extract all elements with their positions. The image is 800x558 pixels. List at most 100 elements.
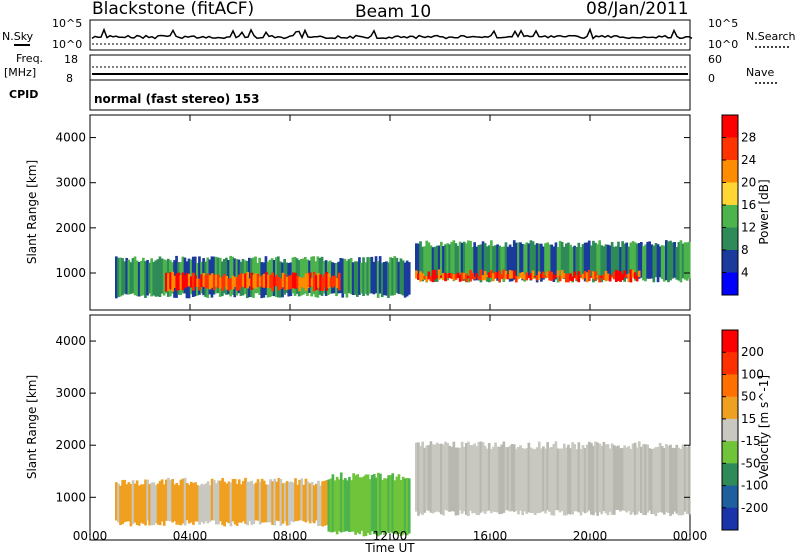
data-cell-velocity-0 — [254, 482, 258, 521]
nave-label: Nave — [746, 66, 774, 79]
colorbar-tick-label: 8 — [741, 243, 749, 257]
data-cell-velocity-1 — [368, 479, 372, 535]
data-cell-power-3 — [425, 276, 429, 282]
colorbar-segment — [722, 227, 738, 251]
data-cell-power-3 — [629, 269, 633, 283]
data-cell-velocity-0 — [310, 482, 314, 523]
data-cell-power-2 — [633, 242, 637, 281]
data-cell-power-0 — [119, 257, 122, 297]
data-cell-velocity-2 — [546, 442, 549, 511]
data-cell-velocity-0 — [140, 484, 143, 523]
data-cell-velocity-1 — [339, 472, 343, 533]
data-cell-velocity-0 — [171, 479, 174, 523]
data-cell-velocity-2 — [683, 444, 687, 512]
data-cell-power-3 — [590, 276, 593, 278]
data-cell-power-2 — [627, 246, 631, 282]
data-cell-velocity-0 — [154, 485, 158, 523]
data-cell-velocity-0 — [215, 483, 218, 525]
data-cell-velocity-2 — [506, 447, 510, 511]
nsky-tick-bottom: 10^0 — [52, 38, 82, 51]
colorbar-tick-label: -200 — [741, 501, 768, 515]
data-cell-velocity-0 — [262, 480, 266, 523]
data-cell-power-3 — [608, 274, 612, 282]
data-cell-velocity-2 — [475, 446, 479, 515]
data-cell-power-2 — [550, 244, 554, 281]
data-cell-power-2 — [623, 243, 626, 282]
data-cell-power-3 — [556, 270, 560, 278]
colorbar-tick-label: 12 — [741, 221, 756, 235]
data-cell-velocity-1 — [397, 474, 401, 534]
data-cell-power-1 — [279, 278, 283, 290]
data-cell-power-0 — [397, 261, 401, 294]
data-cell-velocity-2 — [627, 446, 631, 511]
data-cell-velocity-1 — [358, 477, 362, 535]
data-cell-power-1 — [277, 277, 281, 291]
data-cell-velocity-2 — [437, 443, 441, 513]
freq-label: Freq. — [16, 52, 43, 65]
data-cell-power-0 — [362, 257, 365, 296]
data-cell-power-0 — [154, 260, 158, 297]
data-cell-velocity-2 — [519, 445, 522, 511]
data-cell-velocity-2 — [583, 448, 587, 514]
data-cell-power-0 — [393, 256, 397, 295]
data-cell-power-0 — [329, 260, 332, 294]
data-cell-velocity-0 — [246, 481, 249, 526]
data-cell-velocity-2 — [623, 445, 626, 511]
data-cell-power-1 — [329, 277, 333, 287]
data-cell-power-2 — [560, 241, 564, 278]
time-axis-title: Time UT — [364, 541, 415, 554]
data-cell-power-2 — [502, 246, 506, 282]
data-cell-velocity-2 — [600, 445, 604, 515]
data-cell-power-3 — [421, 273, 424, 280]
data-cell-power-1 — [179, 275, 183, 290]
data-cell-power-0 — [356, 261, 359, 297]
data-cell-power-3 — [631, 269, 635, 278]
data-cell-velocity-2 — [604, 444, 608, 514]
data-cell-velocity-2 — [425, 445, 429, 511]
freq-unit: [MHz] — [4, 66, 36, 79]
data-cell-power-2 — [465, 243, 468, 283]
data-cell-velocity-0 — [250, 480, 254, 525]
data-cell-power-2 — [475, 246, 479, 281]
data-cell-power-3 — [456, 272, 460, 279]
data-cell-power-1 — [269, 274, 272, 289]
data-cell-power-3 — [498, 270, 501, 283]
data-cell-power-0 — [146, 260, 149, 296]
data-cell-velocity-2 — [442, 444, 445, 516]
data-cell-power-2 — [452, 240, 456, 282]
data-cell-velocity-0 — [212, 480, 216, 521]
data-cell-velocity-2 — [494, 442, 497, 513]
data-cell-power-3 — [533, 275, 537, 278]
data-cell-velocity-0 — [125, 484, 129, 522]
colorbar-tick-label: 20 — [741, 176, 756, 190]
data-cell-power-3 — [521, 272, 524, 280]
data-cell-power-3 — [515, 275, 518, 283]
velocity-xticks — [89, 315, 691, 540]
data-cell-velocity-1 — [362, 476, 366, 537]
data-cell-velocity-0 — [240, 484, 243, 523]
data-cell-velocity-0 — [321, 481, 324, 527]
data-cell-velocity-0 — [183, 477, 187, 526]
data-cell-velocity-2 — [669, 444, 672, 516]
data-cell-power-2 — [483, 243, 487, 280]
data-cell-velocity-0 — [208, 485, 212, 522]
ytick-label: 1000 — [55, 266, 86, 280]
data-cell-power-2 — [496, 244, 499, 281]
data-cell-power-0 — [129, 262, 133, 294]
data-cell-velocity-2 — [454, 447, 458, 516]
data-cell-velocity-0 — [300, 478, 304, 521]
data-cell-power-3 — [462, 272, 466, 279]
data-cell-velocity-0 — [121, 480, 124, 525]
data-cell-power-2 — [596, 244, 599, 280]
data-cell-power-2 — [587, 240, 591, 280]
data-cell-velocity-2 — [462, 446, 466, 512]
data-cell-power-1 — [308, 272, 312, 288]
data-cell-velocity-2 — [537, 441, 541, 514]
colorbar-tick-label: 16 — [741, 198, 756, 212]
data-cell-power-2 — [598, 240, 601, 278]
data-cell-power-2 — [610, 242, 614, 278]
data-cell-power-3 — [517, 276, 520, 280]
data-cell-power-3 — [600, 275, 604, 278]
freq-tick-top: 18 — [64, 53, 78, 66]
data-cell-velocity-0 — [296, 484, 299, 521]
